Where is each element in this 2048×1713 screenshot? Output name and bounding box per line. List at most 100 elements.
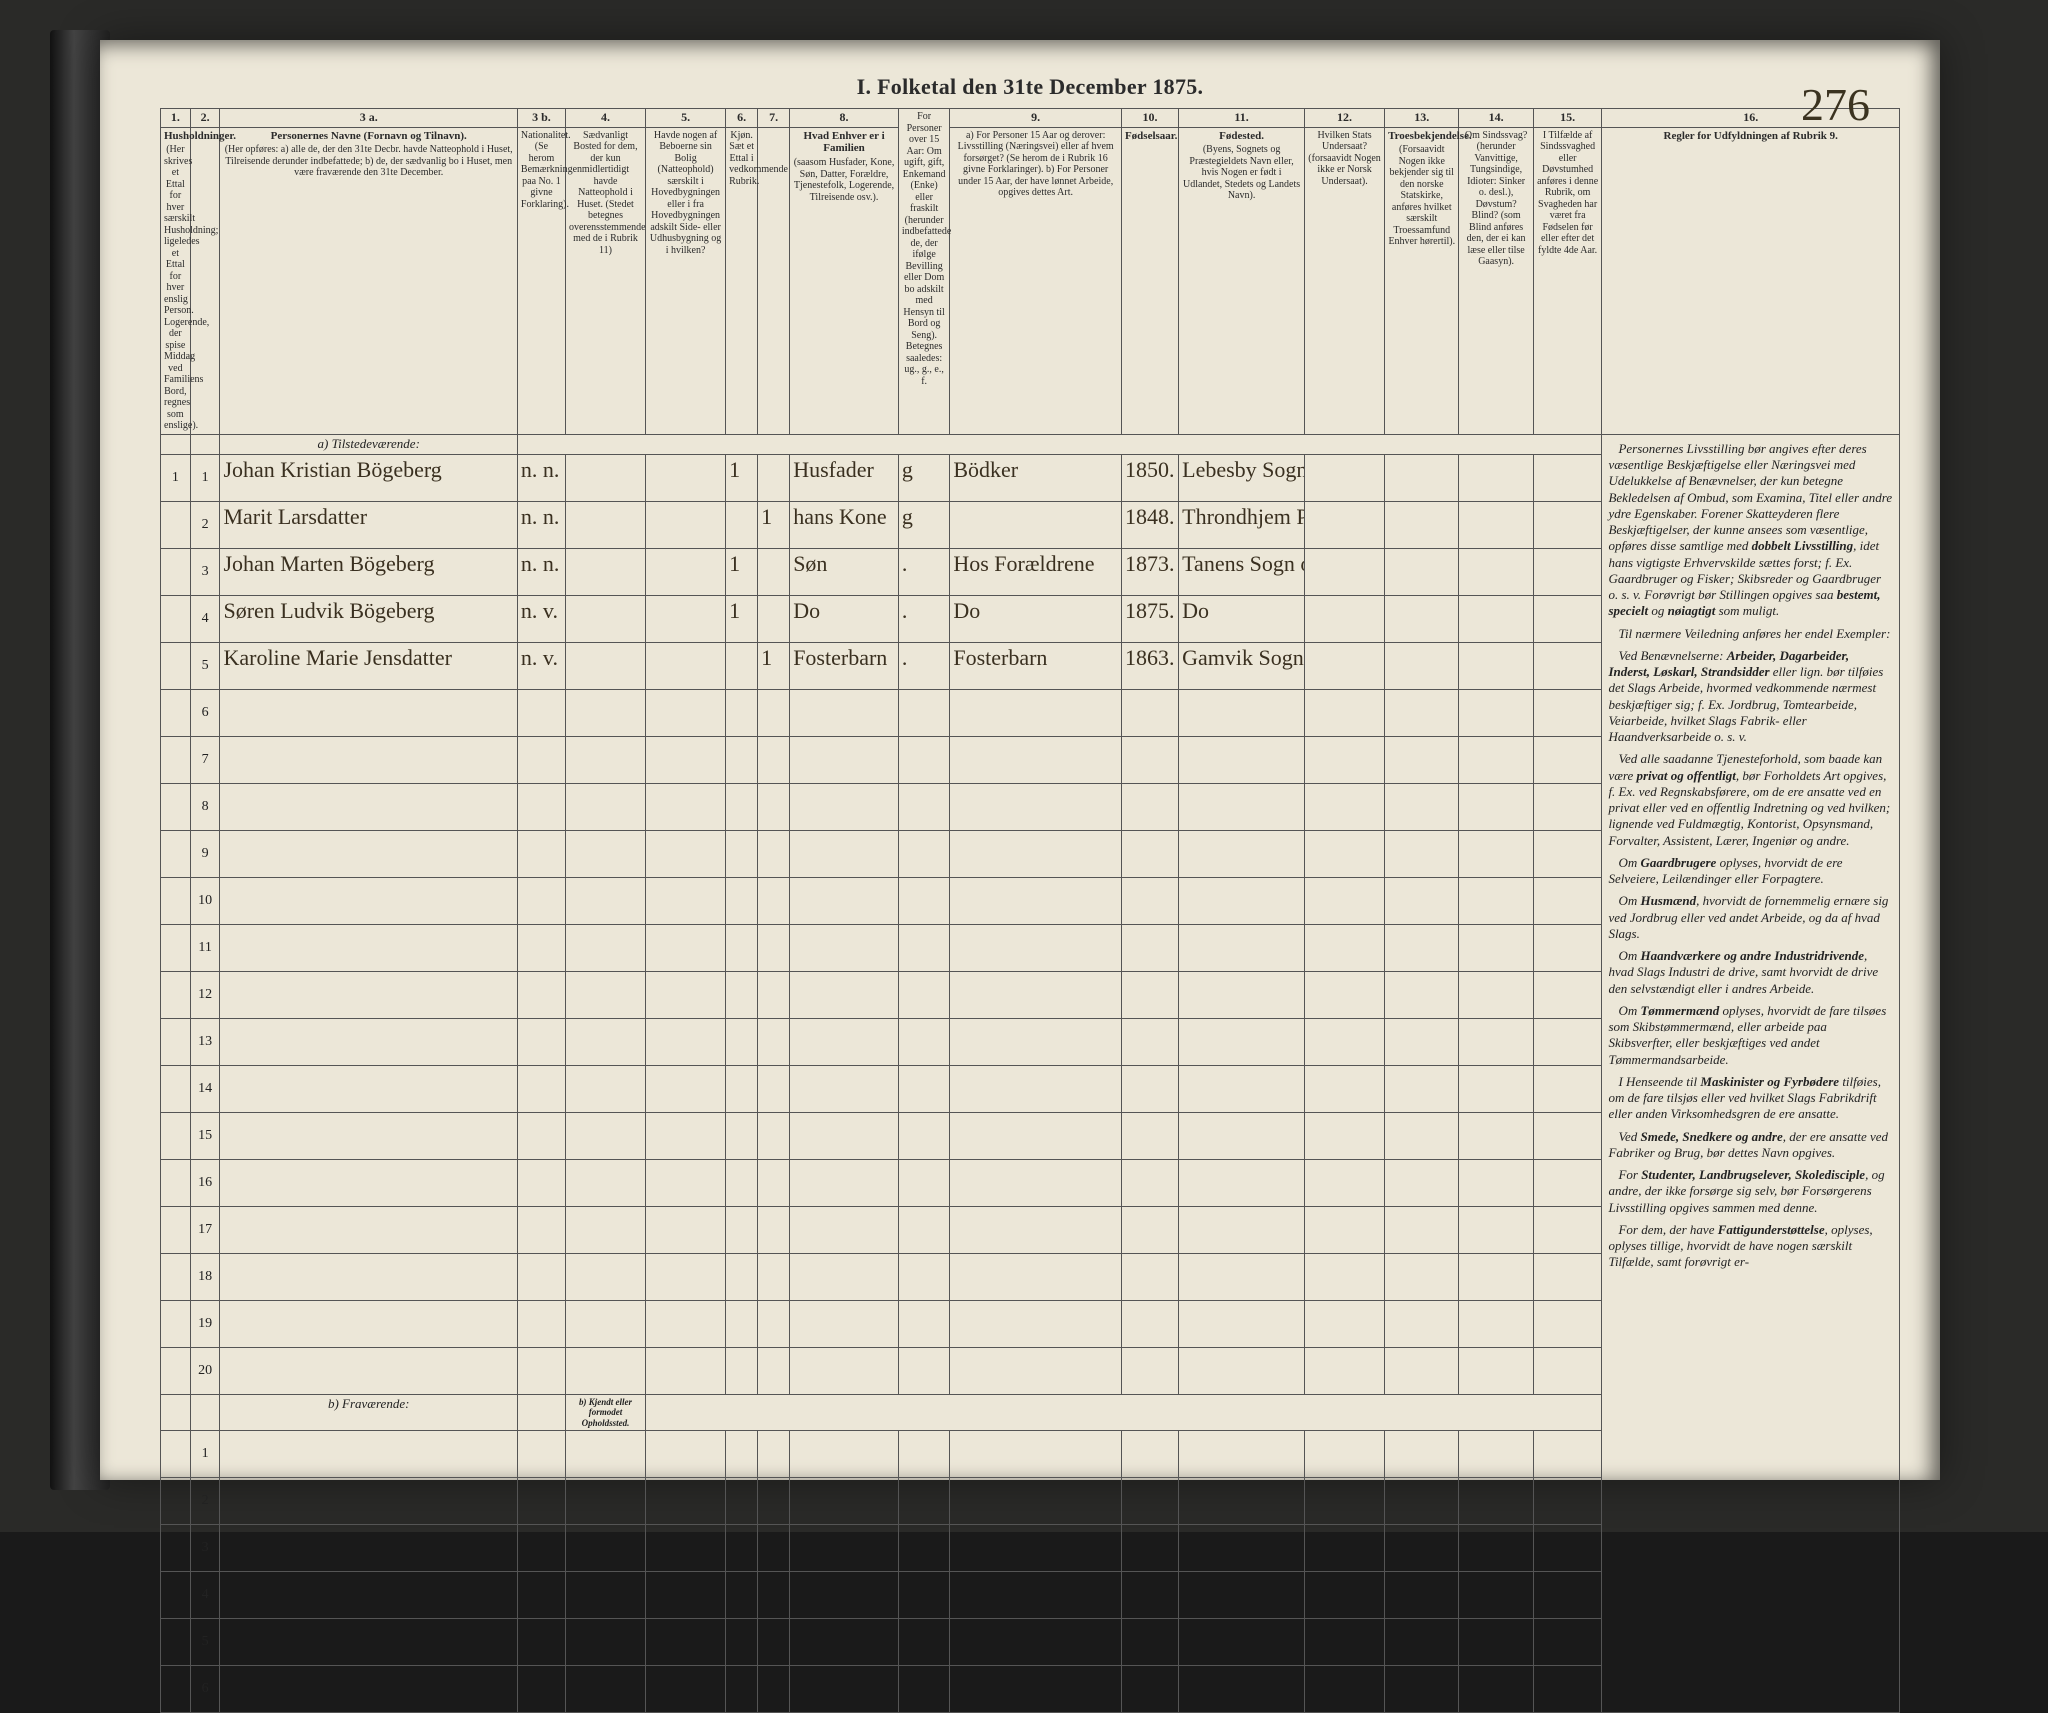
cell <box>950 689 1122 736</box>
cell <box>565 501 645 548</box>
ledger-page: 276 I. Folketal den 31te December 1875. … <box>100 40 1940 1480</box>
cell <box>646 1571 726 1618</box>
cell <box>220 736 517 783</box>
cell <box>1179 1618 1305 1665</box>
cell <box>898 830 949 877</box>
cell <box>1121 689 1178 736</box>
cell <box>1533 1618 1602 1665</box>
cell <box>790 1206 899 1253</box>
cell: 7 <box>190 736 220 783</box>
cell <box>1305 1524 1385 1571</box>
cell: 18 <box>190 1253 220 1300</box>
cell <box>517 1253 565 1300</box>
col-header: 7. <box>758 109 790 435</box>
cell <box>1179 877 1305 924</box>
cell <box>646 1524 726 1571</box>
cell <box>565 1477 645 1524</box>
cell <box>1459 1618 1533 1665</box>
cell <box>758 924 790 971</box>
cell <box>565 1206 645 1253</box>
cell: g <box>898 501 949 548</box>
cell <box>1121 783 1178 830</box>
cell <box>1121 1253 1178 1300</box>
cell <box>726 924 758 971</box>
cell <box>898 736 949 783</box>
cell <box>565 736 645 783</box>
page-title: I. Folketal den 31te December 1875. <box>160 74 1900 100</box>
cell <box>646 830 726 877</box>
cell <box>950 1524 1122 1571</box>
cell <box>1385 1524 1459 1571</box>
cell <box>950 1347 1122 1394</box>
cell <box>898 1571 949 1618</box>
cell <box>1305 924 1385 971</box>
cell <box>1459 1524 1533 1571</box>
cell <box>1533 1477 1602 1524</box>
cell <box>726 1347 758 1394</box>
cell <box>1385 1665 1459 1712</box>
cell: n. v. <box>517 642 565 689</box>
cell <box>1533 1206 1602 1253</box>
cell <box>790 1300 899 1347</box>
cell <box>1533 501 1602 548</box>
cell <box>898 1477 949 1524</box>
table-header: 1.Husholdninger.(Her skrives et Ettal fo… <box>161 109 1900 435</box>
cell <box>220 924 517 971</box>
cell <box>790 924 899 971</box>
cell <box>161 1347 191 1394</box>
cell <box>1385 454 1459 501</box>
cell <box>1179 1065 1305 1112</box>
cell <box>1179 1665 1305 1712</box>
cell <box>1385 1571 1459 1618</box>
cell: Do <box>790 595 899 642</box>
cell <box>758 1430 790 1477</box>
cell <box>950 1618 1122 1665</box>
cell <box>1305 1665 1385 1712</box>
cell: 4 <box>190 595 220 642</box>
cell <box>758 971 790 1018</box>
cell <box>1459 877 1533 924</box>
cell <box>758 1571 790 1618</box>
cell <box>517 736 565 783</box>
cell <box>220 783 517 830</box>
cell <box>1385 1618 1459 1665</box>
rules-paragraph: Om Gaardbrugere oplyses, hvorvidt de ere… <box>1608 855 1893 888</box>
col-header: 11.Fødested.(Byens, Sognets og Præstegie… <box>1179 109 1305 435</box>
cell <box>790 877 899 924</box>
cell <box>646 1665 726 1712</box>
cell <box>565 1524 645 1571</box>
cell <box>1179 783 1305 830</box>
cell <box>950 1571 1122 1618</box>
cell <box>517 1347 565 1394</box>
cell: Søn <box>790 548 899 595</box>
cell <box>1305 1477 1385 1524</box>
col-header: 15.I Tilfælde af Sindssvaghed eller Døvs… <box>1533 109 1602 435</box>
cell <box>565 548 645 595</box>
col-header: For Personer over 15 Aar: Om ugift, gift… <box>898 109 949 435</box>
cell <box>517 783 565 830</box>
cell <box>1121 736 1178 783</box>
cell <box>790 1477 899 1524</box>
cell <box>646 1477 726 1524</box>
cell <box>517 1430 565 1477</box>
cell <box>161 924 191 971</box>
cell <box>790 1430 899 1477</box>
cell <box>220 1300 517 1347</box>
cell <box>517 971 565 1018</box>
cell <box>1385 595 1459 642</box>
cell <box>1533 1524 1602 1571</box>
cell <box>1179 1477 1305 1524</box>
cell <box>790 971 899 1018</box>
cell <box>726 1065 758 1112</box>
cell <box>1459 595 1533 642</box>
cell: Johan Marten Bögeberg <box>220 548 517 595</box>
cell <box>898 1065 949 1112</box>
cell <box>646 1347 726 1394</box>
cell <box>898 783 949 830</box>
cell <box>565 454 645 501</box>
cell: hans Kone <box>790 501 899 548</box>
cell <box>220 689 517 736</box>
cell <box>161 1112 191 1159</box>
cell <box>1305 1300 1385 1347</box>
cell <box>758 1347 790 1394</box>
